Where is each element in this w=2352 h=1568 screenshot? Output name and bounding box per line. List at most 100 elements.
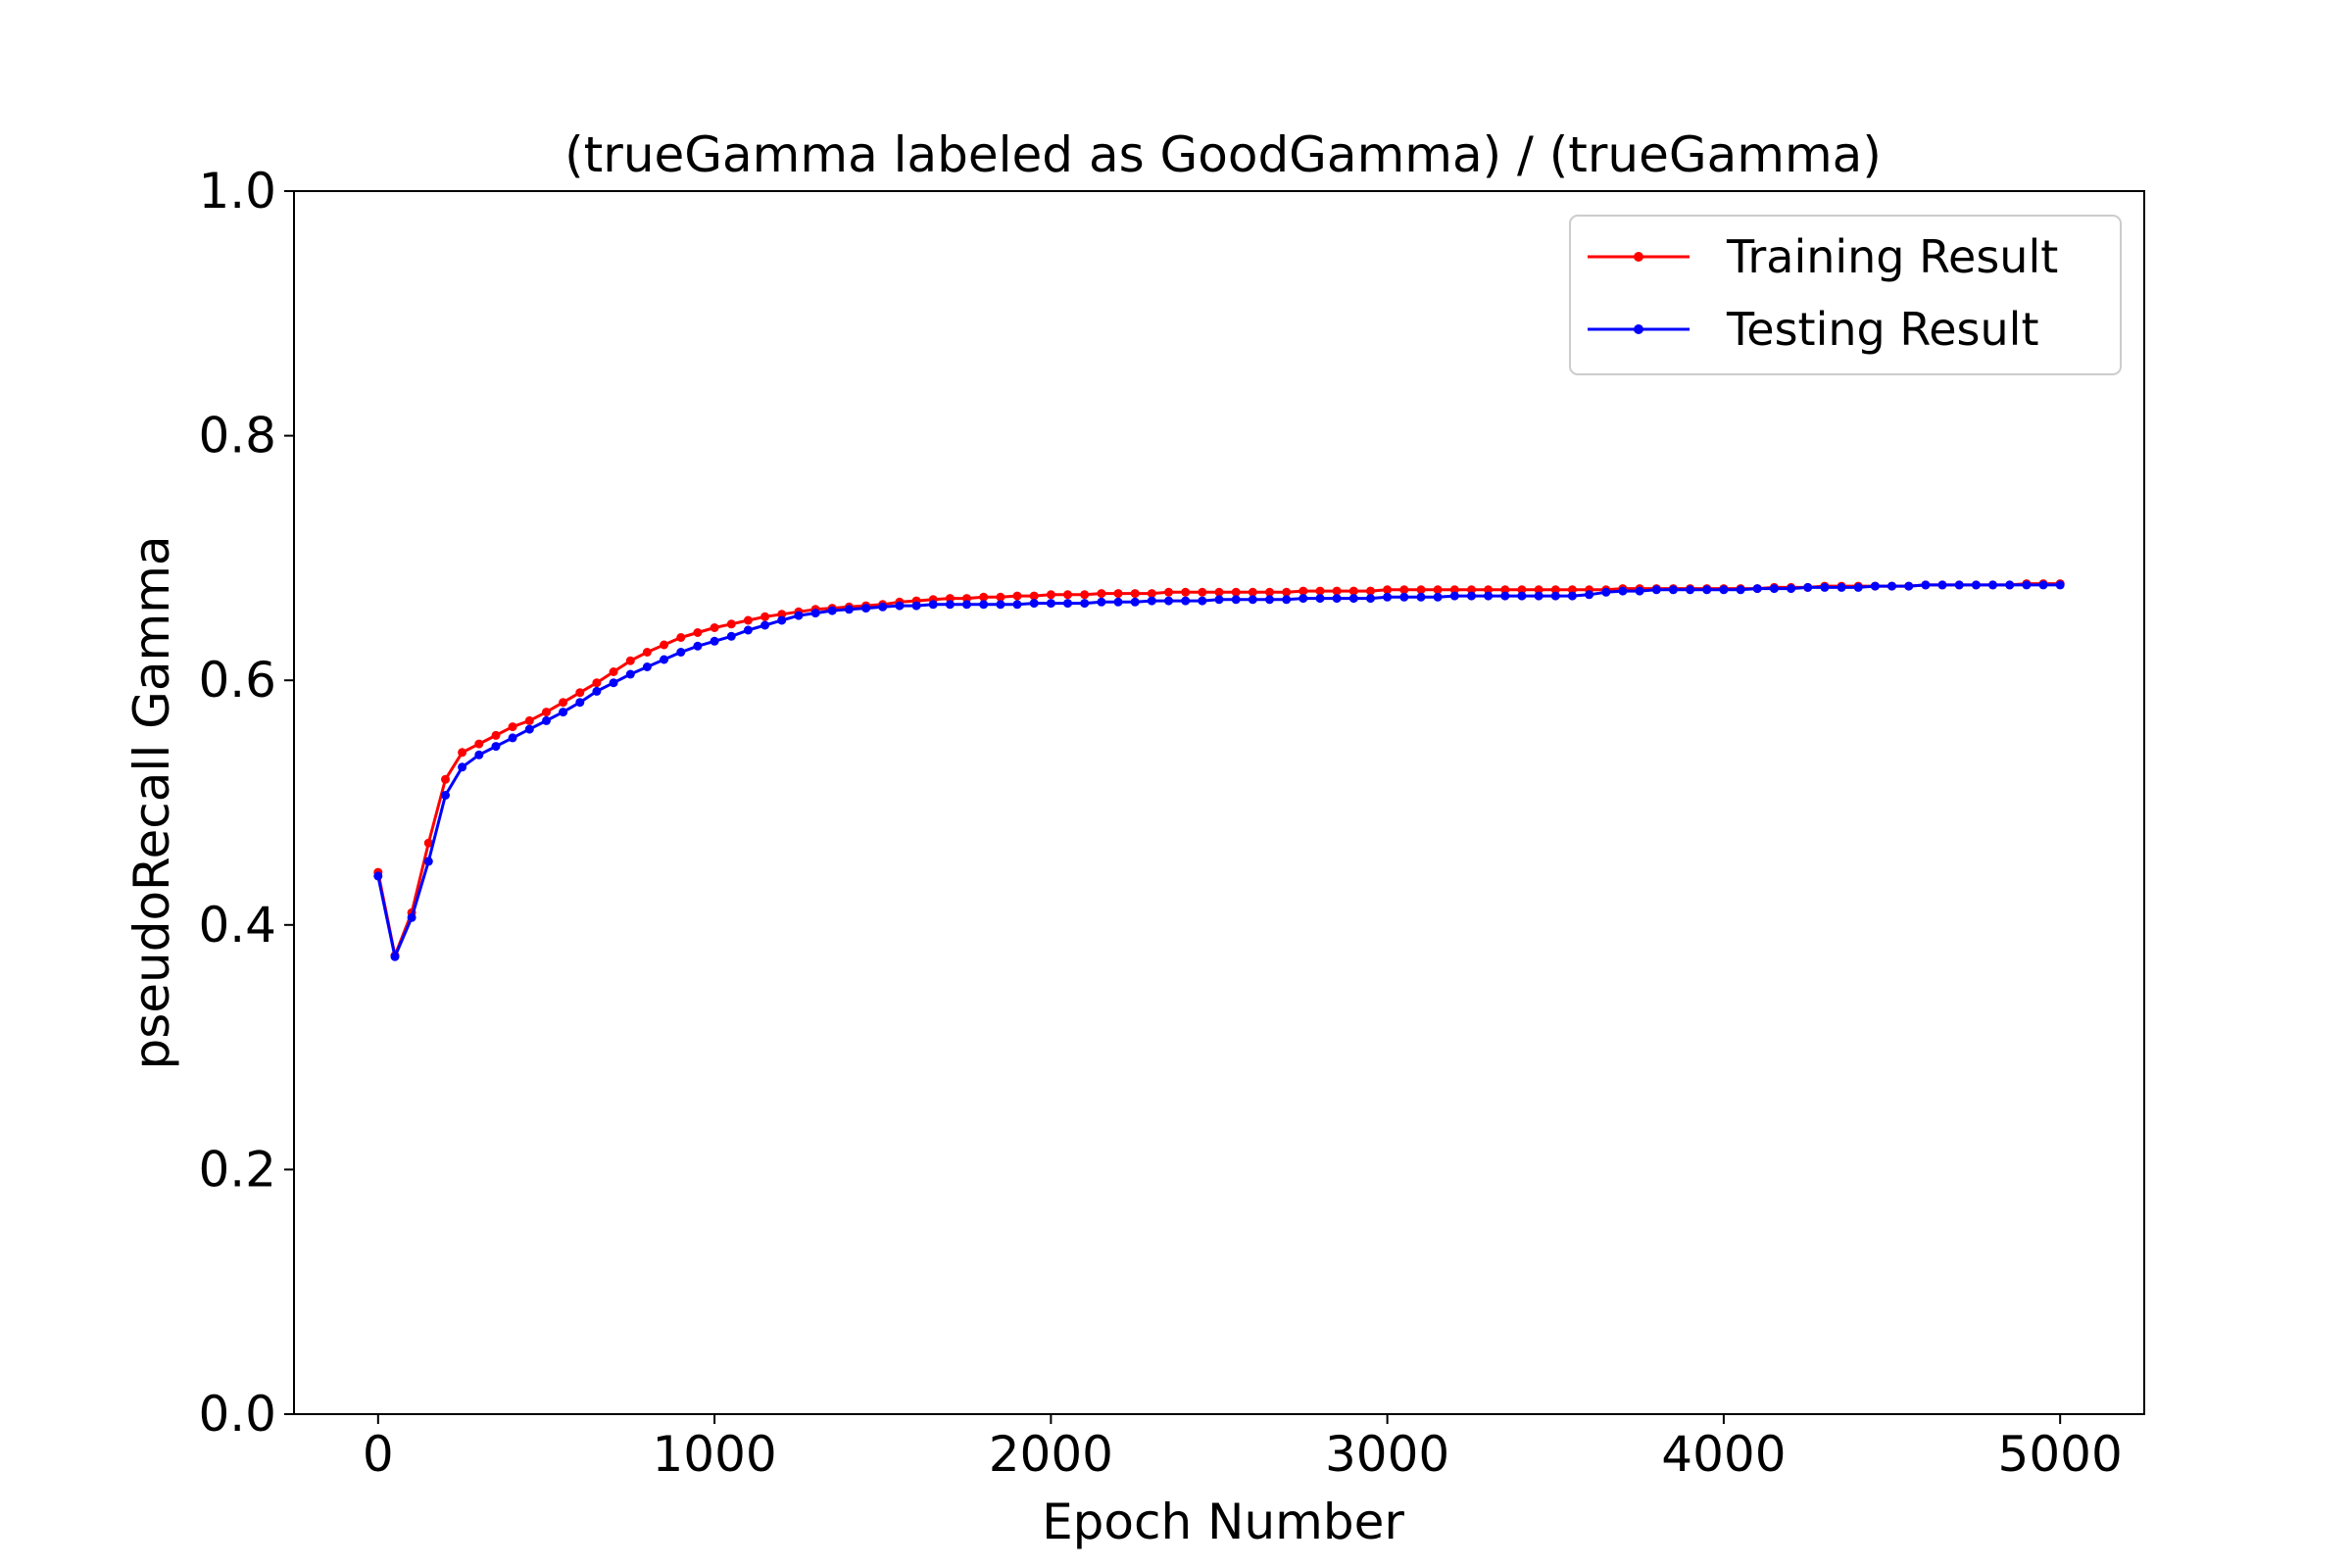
y-axis-label: pseudoRecall Gamma: [123, 535, 180, 1069]
data-point: [660, 655, 669, 664]
data-point: [1029, 599, 1039, 609]
data-point: [642, 662, 652, 671]
data-point: [1449, 591, 1459, 601]
data-point: [390, 952, 400, 961]
data-point: [1534, 591, 1544, 601]
data-point: [777, 610, 787, 619]
data-point: [508, 733, 517, 743]
data-point: [726, 619, 736, 629]
data-point: [458, 748, 467, 758]
data-point: [458, 762, 467, 772]
x-tick-label: 3000: [1325, 1426, 1449, 1483]
data-point: [1904, 581, 1914, 591]
data-point: [1399, 592, 1409, 602]
data-point: [1887, 581, 1896, 591]
data-point: [1467, 585, 1476, 595]
data-point: [1383, 592, 1393, 602]
data-point: [609, 678, 618, 688]
data-point: [1214, 587, 1224, 597]
data-point: [693, 641, 703, 651]
data-point: [1820, 582, 1830, 592]
data-point: [760, 612, 770, 621]
data-point: [1198, 596, 1207, 606]
data-point: [945, 594, 955, 604]
data-point: [1550, 591, 1560, 601]
data-point: [474, 739, 484, 749]
data-point: [979, 592, 989, 602]
data-point: [423, 838, 433, 848]
data-point: [559, 708, 568, 717]
legend-label-training: Training Result: [1726, 230, 2058, 283]
data-point: [777, 615, 787, 625]
data-point: [1214, 595, 1224, 605]
data-point: [810, 609, 820, 618]
data-point: [827, 606, 837, 615]
data-point: [1787, 584, 1796, 594]
data-point: [1366, 594, 1375, 604]
data-point: [1651, 585, 1661, 595]
data-point: [1517, 591, 1527, 601]
data-point: [911, 601, 921, 611]
data-point: [642, 648, 652, 657]
data-point: [524, 715, 534, 725]
data-point: [1467, 591, 1476, 601]
data-point: [1988, 580, 1997, 590]
data-point: [2005, 580, 2015, 590]
data-point: [1668, 585, 1678, 595]
series-layer: [373, 579, 2065, 961]
legend-marker-testing: [1634, 324, 1643, 334]
legend-box: [1569, 215, 2122, 375]
data-point: [575, 698, 585, 708]
data-point: [1012, 600, 1022, 610]
data-point: [1080, 599, 1090, 609]
data-point: [1181, 587, 1191, 597]
data-point: [1517, 585, 1527, 595]
data-point: [1416, 585, 1426, 595]
data-point: [508, 722, 517, 732]
x-tick-label: 2000: [989, 1426, 1113, 1483]
data-point: [895, 601, 905, 611]
data-point: [676, 648, 686, 657]
data-point: [1954, 580, 1964, 590]
data-point: [524, 724, 534, 734]
data-point: [1315, 594, 1325, 604]
data-point: [2022, 580, 2032, 590]
series-training-result: [373, 579, 2065, 960]
data-point: [1500, 585, 1510, 595]
data-point: [1265, 587, 1274, 597]
data-point: [962, 600, 971, 610]
x-tick-label: 4000: [1661, 1426, 1786, 1483]
data-point: [1282, 587, 1292, 597]
data-point: [625, 656, 635, 665]
y-tick-label: 0.4: [198, 897, 276, 954]
data-point: [1635, 586, 1644, 596]
data-point: [441, 791, 450, 800]
data-point: [945, 600, 955, 610]
x-axis-label: Epoch Number: [1042, 1494, 1404, 1550]
data-point: [1971, 580, 1981, 590]
legend-marker-training: [1634, 252, 1643, 262]
data-point: [1130, 597, 1140, 607]
data-point: [1348, 586, 1358, 596]
y-tick-label: 0.0: [198, 1386, 276, 1443]
data-point: [542, 715, 551, 725]
data-point: [1837, 582, 1846, 592]
data-point: [1618, 586, 1628, 596]
data-point: [559, 698, 568, 708]
data-point: [1315, 586, 1325, 596]
data-point: [1853, 582, 1863, 592]
data-point: [1012, 591, 1022, 601]
data-point: [1433, 585, 1443, 595]
data-point: [441, 774, 450, 784]
data-point: [1500, 591, 1510, 601]
x-axis: 0 1000 2000 3000 4000 5000: [363, 1414, 2123, 1483]
data-point: [1870, 581, 1880, 591]
data-point: [726, 631, 736, 641]
data-point: [1702, 585, 1712, 595]
data-point: [542, 708, 551, 717]
data-point: [1181, 596, 1191, 606]
plot-frame: [293, 190, 2145, 1415]
data-point: [1769, 584, 1779, 594]
data-point: [491, 742, 501, 752]
